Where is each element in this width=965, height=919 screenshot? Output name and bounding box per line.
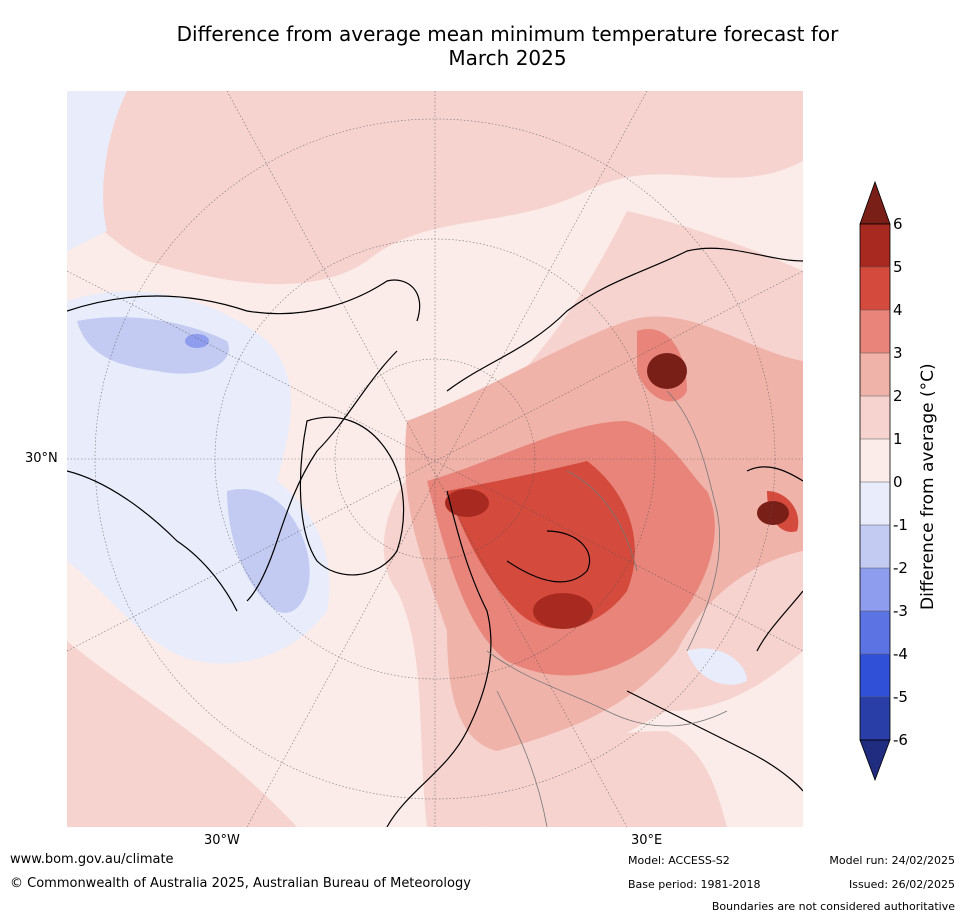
colorbar-tick: 6 <box>893 215 903 233</box>
anomaly-5-6-scandinavia <box>445 489 489 517</box>
anomaly-neg-north-america <box>67 91 127 251</box>
colorbar-tick: -1 <box>893 516 908 534</box>
colorbar-2-3 <box>860 353 890 396</box>
base-period: Base period: 1981-2018 <box>628 878 761 891</box>
colorbar-5-6 <box>860 224 890 267</box>
colorbar-1-2 <box>860 396 890 439</box>
graticule <box>67 91 803 827</box>
colorbar-0-1 <box>860 439 890 482</box>
anomaly-1-2-north <box>67 91 803 285</box>
colorbar-tick: -3 <box>893 602 908 620</box>
anomaly-neg-1-2-atlantic <box>227 489 310 613</box>
title-line-2: March 2025 <box>448 46 567 70</box>
anomaly-neg-1-2-west <box>77 317 229 374</box>
colorbar-3-4 <box>860 310 890 353</box>
colorbar-tick: 2 <box>893 387 903 405</box>
map-canvas <box>67 91 803 827</box>
colorbar-tick: -4 <box>893 645 908 663</box>
website-link[interactable]: www.bom.gov.au/climate <box>10 852 174 867</box>
coastlines <box>67 247 803 827</box>
colorbar-4-5 <box>860 267 890 310</box>
colorbar-m2-m1 <box>860 525 890 568</box>
colorbar-tick: 4 <box>893 301 903 319</box>
colorbar-tick: 0 <box>893 473 903 491</box>
colorbar-tick: -2 <box>893 559 908 577</box>
colorbar-m3-m2 <box>860 568 890 611</box>
model-run-date: Model run: 24/02/2025 <box>829 854 955 867</box>
colorbar-m4-m3 <box>860 611 890 654</box>
colorbar-label: Difference from average (°C) <box>918 363 938 610</box>
lat-label-30n: 30°N <box>25 451 58 466</box>
colorbar-above-max <box>859 180 891 225</box>
anomaly-4-5 <box>447 461 635 629</box>
colorbar-below-min <box>859 739 891 782</box>
anomaly-1-2-south <box>67 641 297 827</box>
colorbar-tick: 5 <box>893 258 903 276</box>
model-name: Model: ACCESS-S2 <box>628 854 730 867</box>
anomaly-neg-east-asia <box>687 648 747 685</box>
title-line-1: Difference from average mean minimum tem… <box>176 22 839 46</box>
colorbar-m6-m5 <box>860 697 890 740</box>
anomaly-neg-2-3 <box>185 334 209 348</box>
anomaly-5-6-russia <box>533 593 593 629</box>
lon-label-30e: 30°E <box>631 833 663 848</box>
country-borders <box>486 390 728 827</box>
colorbar-tick: 3 <box>893 344 903 362</box>
colorbar-m5-m4 <box>860 654 890 697</box>
copyright-text: © Commonwealth of Australia 2025, Austra… <box>10 876 471 891</box>
map-title: Difference from average mean minimum tem… <box>0 22 965 70</box>
issued-date: Issued: 26/02/2025 <box>848 878 955 891</box>
forecast-map <box>67 91 803 827</box>
boundaries-disclaimer: Boundaries are not considered authoritat… <box>711 900 955 913</box>
colorbar-tick: -6 <box>893 731 908 749</box>
colorbar-tick: 1 <box>893 430 903 448</box>
colorbar-tick: -5 <box>893 688 908 706</box>
anomaly-1-2-southeast <box>487 731 727 827</box>
colorbar-m1-0 <box>860 482 890 525</box>
lon-label-30w: 30°W <box>204 833 240 848</box>
anomaly-5-6-siberia <box>647 353 687 389</box>
colorbar <box>859 180 891 782</box>
anomaly-5-6-far-east <box>757 501 789 525</box>
